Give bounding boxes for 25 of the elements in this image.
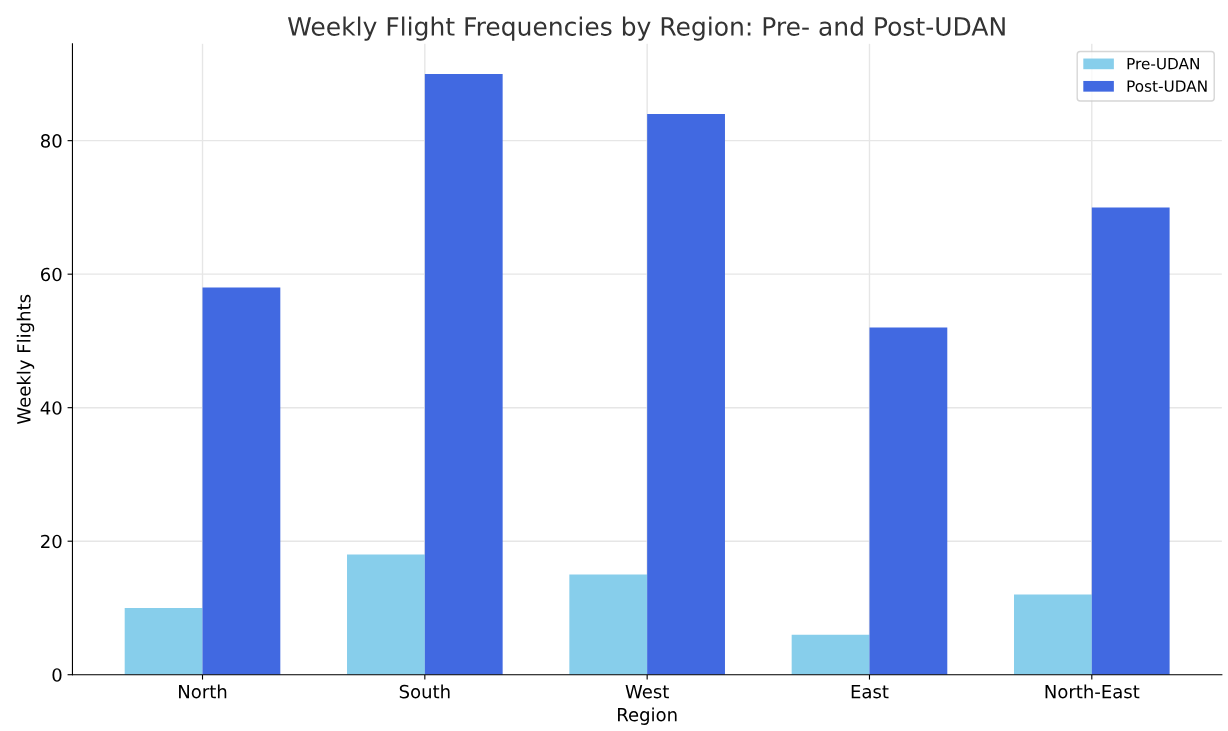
legend-label: Pre-UDAN <box>1127 58 1199 70</box>
x-tick-label: North-East <box>1045 684 1140 699</box>
bar <box>569 574 648 675</box>
y-tick-label: 80 <box>40 134 62 148</box>
y-tick-label: 40 <box>40 401 62 415</box>
legend-label: Post-UDAN <box>1127 80 1207 92</box>
bar <box>1013 594 1092 675</box>
x-axis-title: Region <box>618 707 677 725</box>
chart-title: Weekly Flight Frequencies by Region: Pre- and Post-UDAN <box>287 16 1005 41</box>
x-tick-label: North <box>179 684 227 699</box>
y-tick-label: 20 <box>41 534 62 549</box>
bar <box>1091 207 1170 675</box>
bar <box>791 634 870 675</box>
bar <box>424 73 503 675</box>
x-tick-label: South <box>399 684 450 699</box>
x-tick-label: West <box>625 684 669 699</box>
y-tick-label: 0 <box>52 668 62 682</box>
bar <box>202 287 281 675</box>
x-tick-label: East <box>851 684 889 699</box>
bar <box>124 607 203 675</box>
bar <box>869 327 948 675</box>
y-tick-label: 60 <box>41 267 62 282</box>
bar <box>347 554 425 675</box>
y-axis-title: Weekly Flights <box>16 294 35 425</box>
bar <box>647 113 725 675</box>
